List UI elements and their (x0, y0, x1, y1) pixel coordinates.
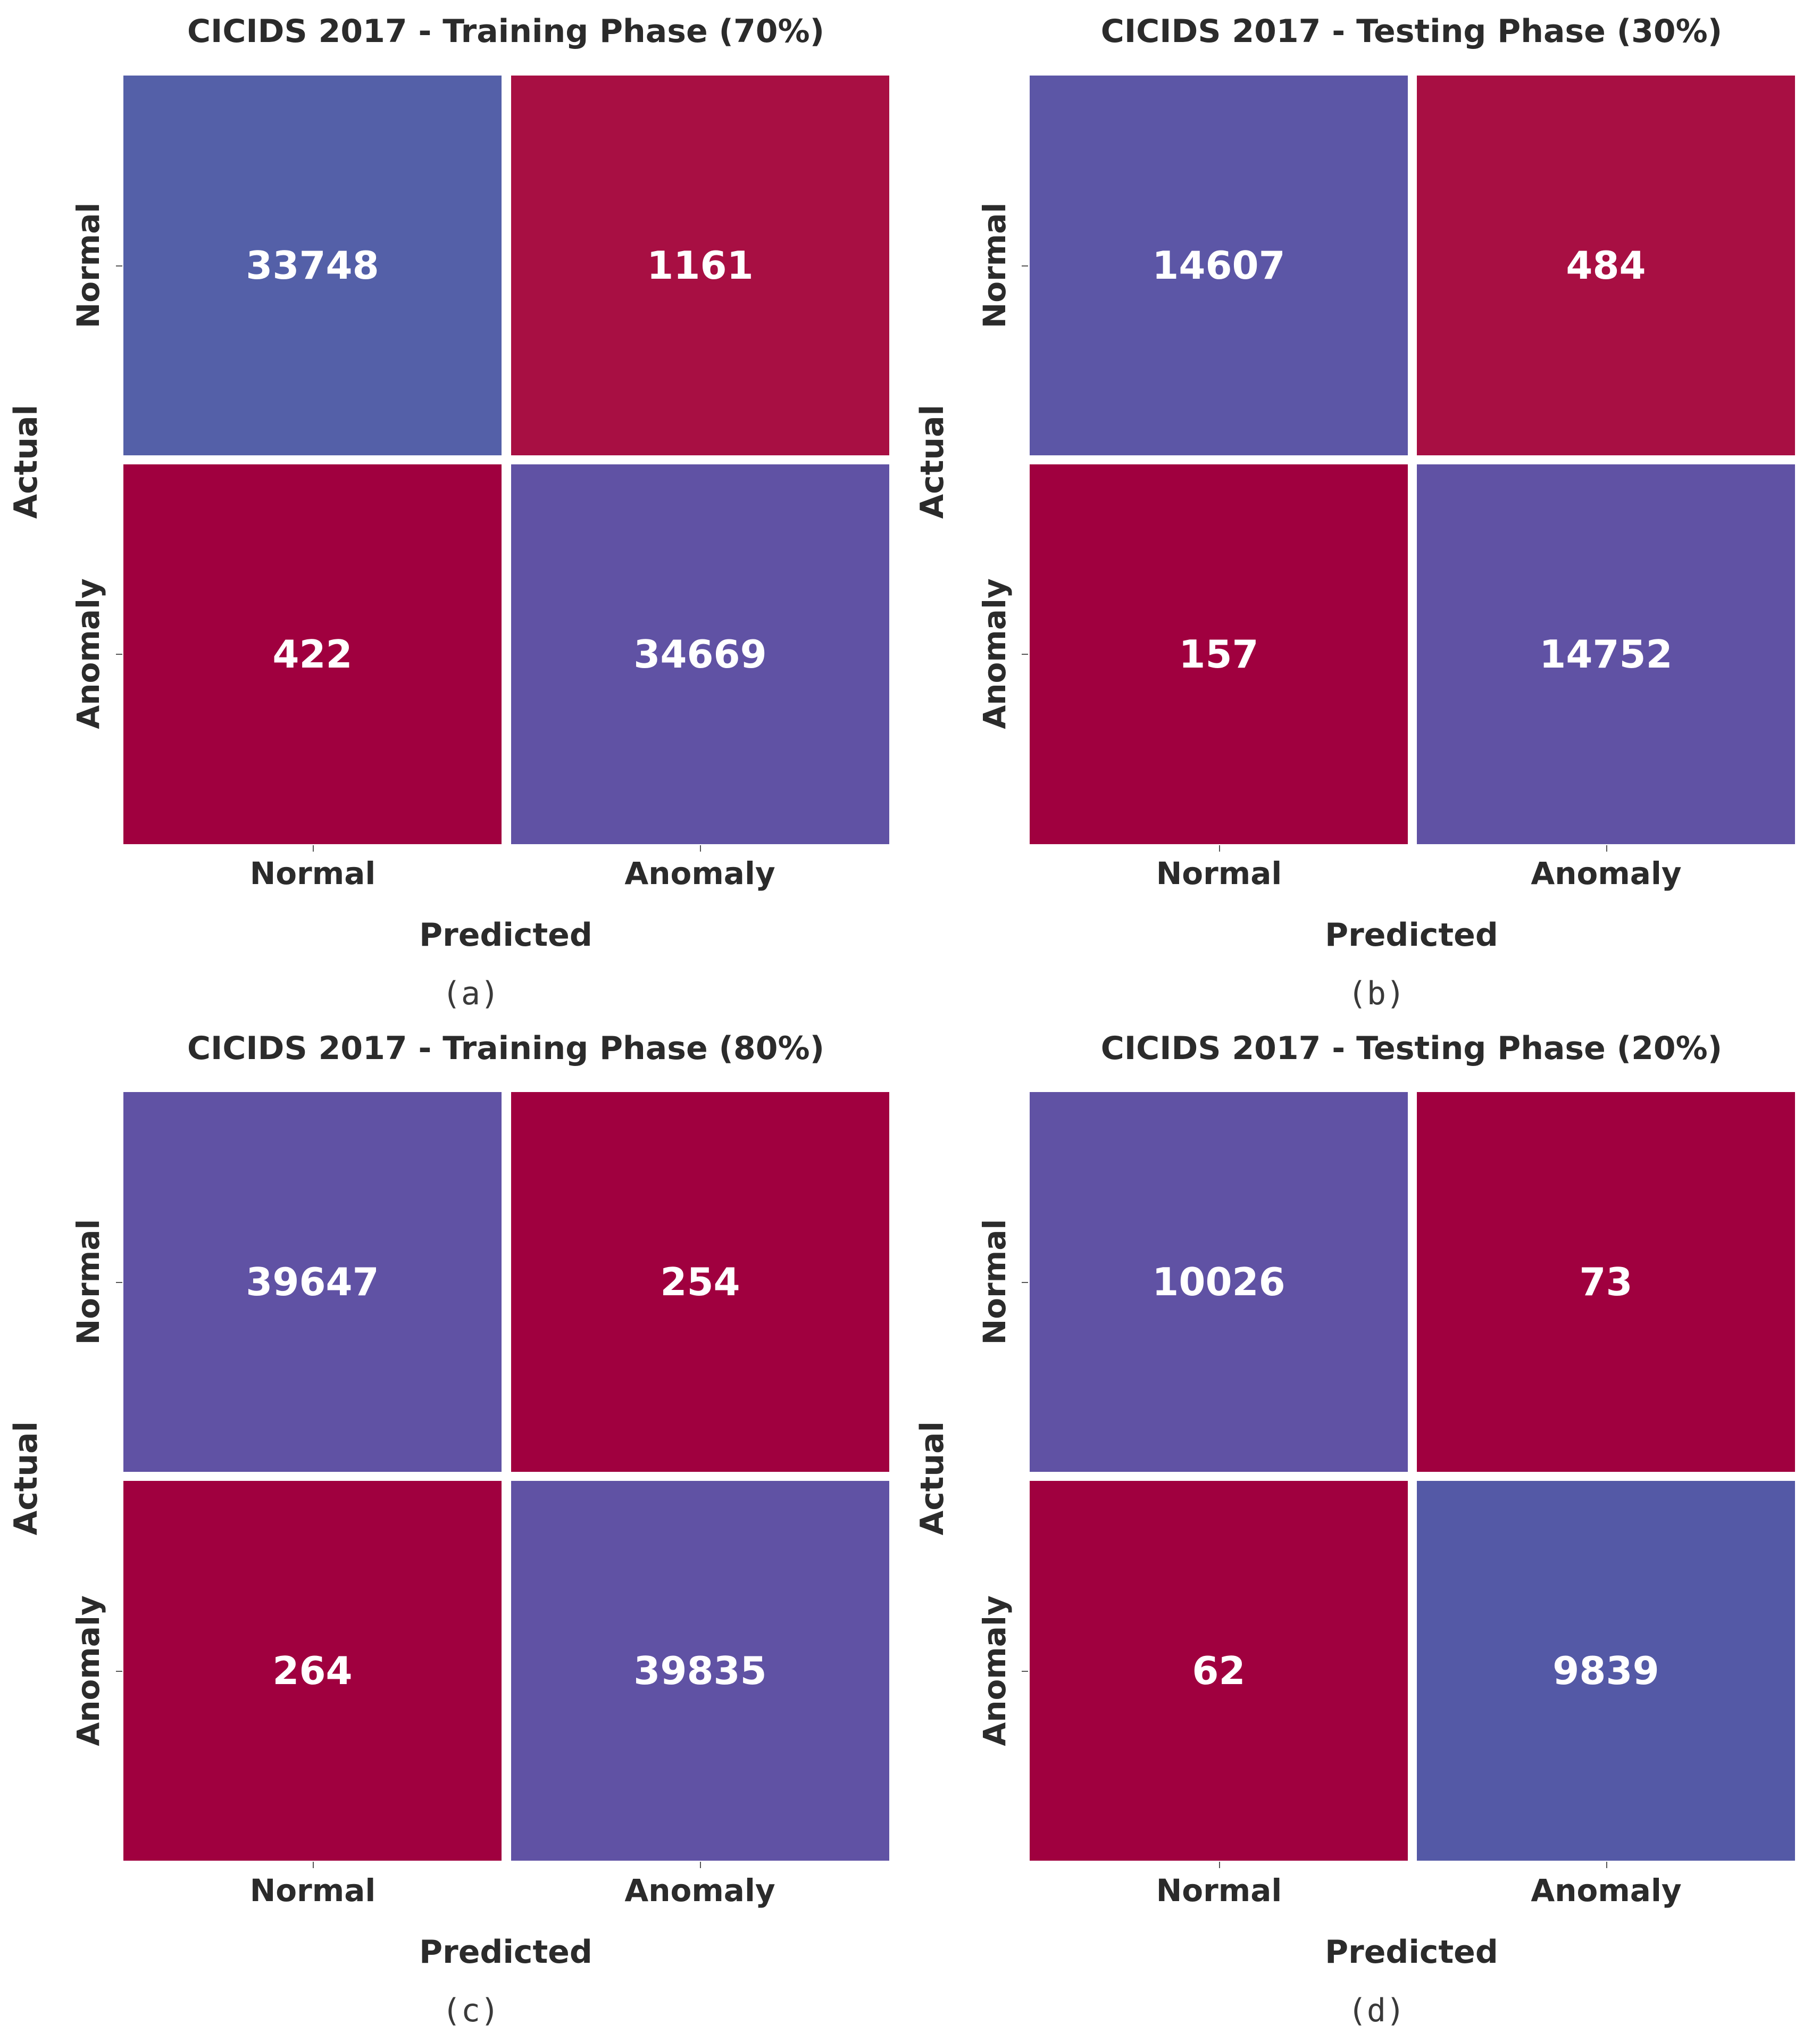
x-tick-label: Anomaly (624, 1872, 775, 1909)
cell-value-label: 14752 (1539, 632, 1673, 677)
panel-caption: (b) (1347, 975, 1406, 1012)
cell-value-label: 422 (272, 632, 353, 677)
x-tick-label: Normal (1156, 855, 1282, 892)
heatmap-cell: 34669 (511, 464, 889, 844)
heatmap-cell: 14607 (1030, 76, 1408, 455)
cell-value-label: 62 (1192, 1648, 1246, 1693)
panel-caption: (c) (441, 1992, 500, 2029)
x-tick-label: Anomaly (624, 855, 775, 892)
y-tick-label: Anomaly (70, 1595, 106, 1746)
heatmap-cell: 39835 (511, 1481, 889, 1861)
y-tick-label: Anomaly (70, 578, 106, 729)
cell-value-label: 39647 (246, 1260, 379, 1304)
heatmap-cell: 484 (1417, 76, 1795, 455)
panel-title: CICIDS 2017 - Training Phase (70%) (187, 13, 825, 50)
cell-value-label: 14607 (1152, 243, 1285, 288)
cell-value-label: 33748 (246, 243, 379, 288)
x-tick-mark (1219, 1862, 1220, 1868)
x-axis-title: Predicted (419, 1934, 592, 1971)
y-tick-label: Normal (70, 202, 106, 329)
cell-value-label: 9839 (1552, 1648, 1659, 1693)
heatmap-cell: 157 (1030, 464, 1408, 844)
x-tick-label: Normal (249, 855, 376, 892)
x-tick-label: Normal (1156, 1872, 1282, 1909)
y-tick-label: Normal (976, 202, 1013, 329)
heatmap-cell: 14752 (1417, 464, 1795, 844)
y-axis-title: Actual (914, 1421, 951, 1536)
heatmap-cell: 1161 (511, 76, 889, 455)
heatmap-cell: 254 (511, 1092, 889, 1472)
x-tick-mark (1219, 845, 1220, 852)
cell-value-label: 73 (1579, 1260, 1633, 1304)
heatmap-cell: 62 (1030, 1481, 1408, 1861)
cell-value-label: 264 (272, 1648, 353, 1693)
cell-value-label: 484 (1566, 243, 1646, 288)
y-tick-mark (116, 265, 122, 266)
heatmap-cell: 33748 (123, 76, 502, 455)
heatmap-cell: 10026 (1030, 1092, 1408, 1472)
y-tick-mark (116, 654, 122, 655)
x-tick-mark (1606, 1862, 1607, 1868)
cell-value-label: 34669 (633, 632, 767, 677)
panel-caption: (d) (1347, 1992, 1406, 2029)
y-tick-mark (1022, 1671, 1028, 1672)
x-tick-label: Anomaly (1531, 855, 1682, 892)
y-axis-title: Actual (914, 404, 951, 519)
heatmap-cell: 73 (1417, 1092, 1795, 1472)
y-tick-mark (116, 1282, 122, 1283)
panel-title: CICIDS 2017 - Testing Phase (30%) (1100, 13, 1723, 50)
x-tick-mark (1606, 845, 1607, 852)
x-tick-label: Normal (249, 1872, 376, 1909)
x-tick-mark (313, 845, 314, 852)
y-axis-title: Actual (7, 1421, 45, 1536)
y-tick-label: Anomaly (976, 1595, 1013, 1746)
cell-value-label: 10026 (1152, 1260, 1285, 1304)
y-tick-label: Normal (976, 1219, 1013, 1345)
y-tick-mark (1022, 265, 1028, 266)
cell-value-label: 157 (1179, 632, 1259, 677)
x-axis-title: Predicted (1325, 1934, 1498, 1971)
y-tick-mark (116, 1671, 122, 1672)
y-tick-label: Anomaly (976, 578, 1013, 729)
y-axis-title: Actual (7, 404, 45, 519)
cell-value-label: 254 (660, 1260, 740, 1304)
heatmap-cell: 9839 (1417, 1481, 1795, 1861)
x-axis-title: Predicted (1325, 917, 1498, 954)
x-tick-mark (700, 845, 701, 852)
x-axis-title: Predicted (419, 917, 592, 954)
heatmap-cell: 39647 (123, 1092, 502, 1472)
panel-caption: (a) (441, 975, 500, 1012)
x-tick-label: Anomaly (1531, 1872, 1682, 1909)
heatmap-cell: 422 (123, 464, 502, 844)
x-tick-mark (313, 1862, 314, 1868)
x-tick-mark (700, 1862, 701, 1868)
y-tick-mark (1022, 1282, 1028, 1283)
panel-title: CICIDS 2017 - Testing Phase (20%) (1100, 1030, 1723, 1067)
y-tick-mark (1022, 654, 1028, 655)
cell-value-label: 1161 (647, 243, 754, 288)
panel-title: CICIDS 2017 - Training Phase (80%) (187, 1030, 825, 1067)
cell-value-label: 39835 (633, 1648, 767, 1693)
heatmap-cell: 264 (123, 1481, 502, 1861)
y-tick-label: Normal (70, 1219, 106, 1345)
